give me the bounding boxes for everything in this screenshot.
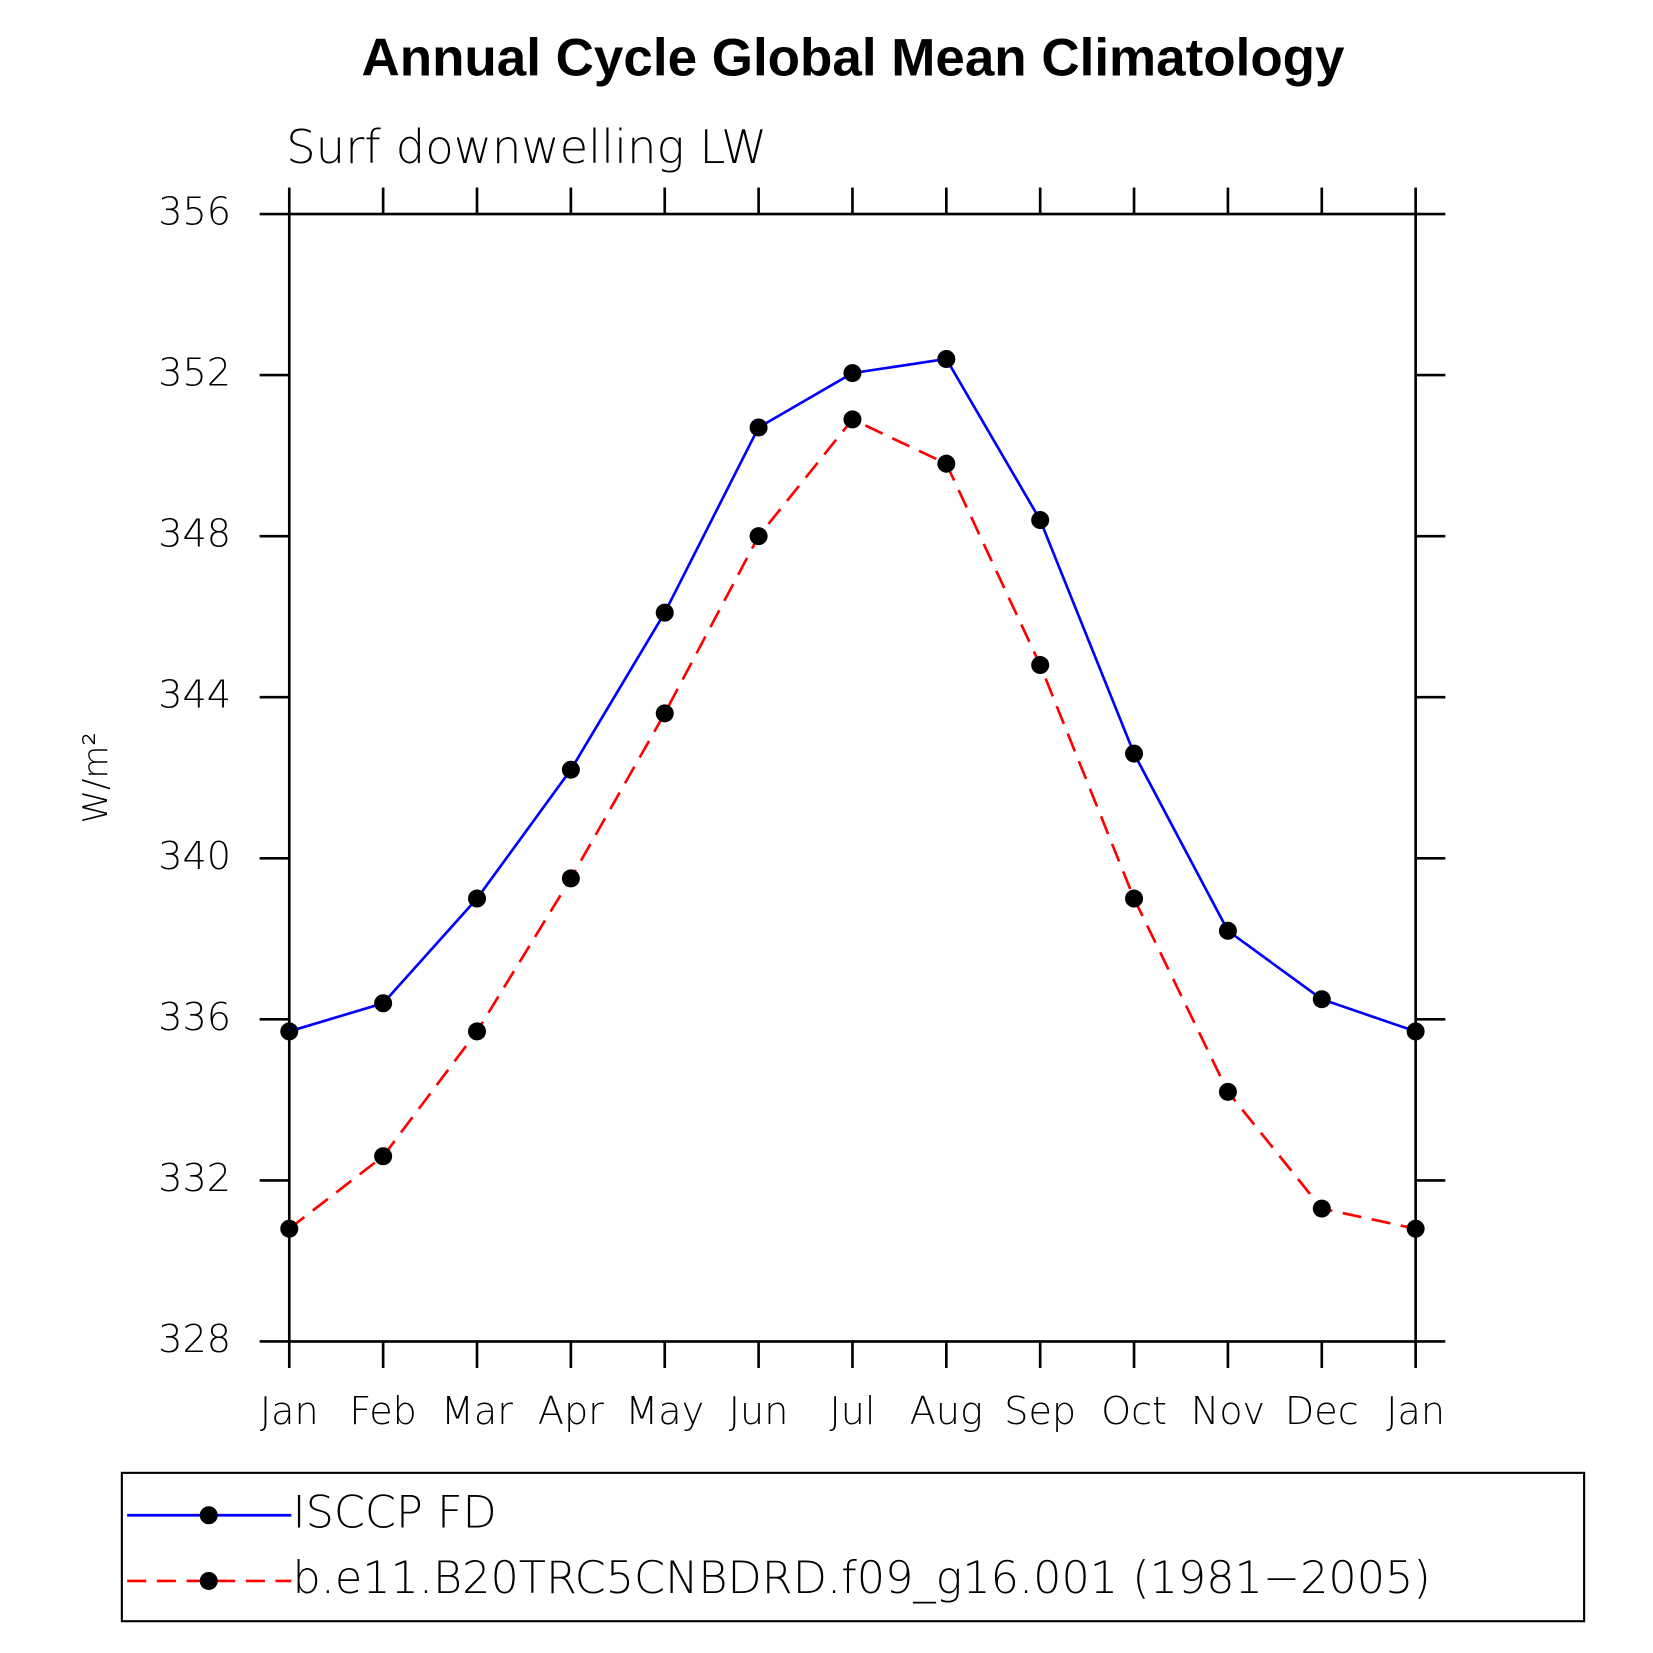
data-point <box>561 760 580 779</box>
data-point <box>843 364 862 383</box>
chart-title: Annual Cycle Global Mean Climatology <box>361 28 1345 87</box>
data-point <box>467 1022 487 1041</box>
data-point <box>467 889 487 908</box>
data-point <box>280 1219 299 1238</box>
x-tick-label: Jun <box>729 1389 789 1433</box>
data-point <box>655 603 674 622</box>
x-tick-label: Oct <box>1101 1389 1167 1433</box>
y-tick-label: 336 <box>158 995 231 1039</box>
data-point <box>749 527 768 546</box>
x-tick-label: Dec <box>1285 1389 1359 1433</box>
y-tick-label: 344 <box>158 673 231 717</box>
x-tick-label: Feb <box>349 1389 417 1433</box>
x-tick-label: Nov <box>1191 1389 1265 1433</box>
data-point <box>843 410 862 429</box>
x-tick-label: May <box>625 1389 704 1433</box>
chart-subtitle: Surf downwelling LW <box>286 120 767 174</box>
data-point <box>374 1147 393 1166</box>
data-point <box>1031 656 1050 675</box>
legend-label: b.e11.B20TRC5CNBDRD.f09_g16.001 (1981−20… <box>292 1553 1430 1604</box>
legend-marker <box>199 1571 218 1590</box>
x-tick-label: Apr <box>538 1389 604 1433</box>
data-point <box>937 454 956 473</box>
x-tick-label: Mar <box>441 1389 513 1433</box>
y-tick-label: 328 <box>158 1317 231 1361</box>
data-point <box>1312 990 1331 1009</box>
y-axis-label: W/m² <box>76 732 115 824</box>
plot-frame <box>287 212 1417 1343</box>
y-tick-label: 352 <box>158 351 231 395</box>
x-tick-label: Aug <box>910 1389 983 1433</box>
data-point <box>561 869 580 888</box>
data-point <box>1406 1022 1425 1041</box>
y-tick-label: 356 <box>158 190 231 234</box>
data-point <box>1218 921 1237 940</box>
legend-box <box>120 1471 1586 1623</box>
data-point <box>937 349 956 369</box>
x-tick-label: Sep <box>1004 1389 1076 1433</box>
series-line <box>288 357 1417 1033</box>
legend-marker <box>199 1506 218 1525</box>
x-tick-label: Jan <box>1386 1389 1445 1433</box>
data-point <box>1125 744 1144 763</box>
data-point <box>1218 1082 1237 1101</box>
x-tick-label: Jan <box>260 1389 319 1433</box>
data-point <box>1406 1219 1425 1238</box>
data-point <box>1031 511 1050 530</box>
data-point <box>655 704 674 723</box>
y-tick-label: 332 <box>158 1156 231 1200</box>
data-point <box>749 418 768 437</box>
data-point <box>1125 889 1144 908</box>
data-point <box>280 1022 299 1041</box>
data-point <box>1312 1199 1331 1218</box>
y-tick-label: 348 <box>158 512 231 556</box>
series-line <box>288 417 1416 1231</box>
legend-label: ISCCP FD <box>292 1487 496 1538</box>
y-tick-label: 340 <box>158 834 231 878</box>
x-tick-label: Jul <box>829 1389 875 1433</box>
data-point <box>374 994 393 1013</box>
